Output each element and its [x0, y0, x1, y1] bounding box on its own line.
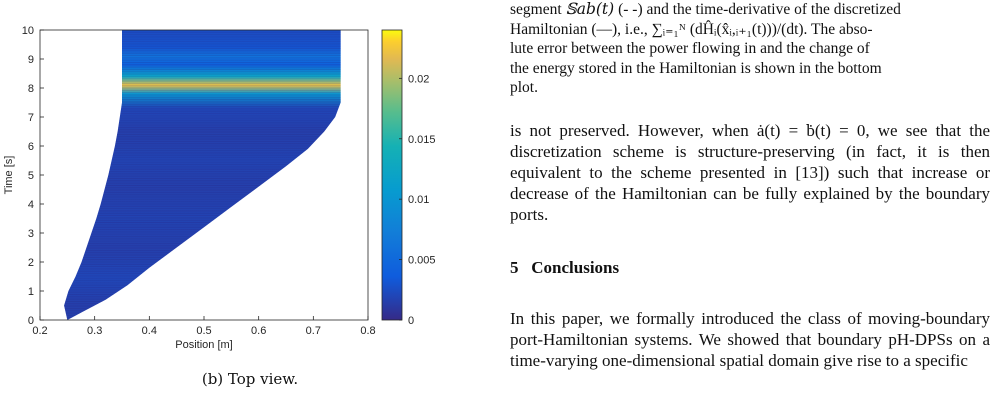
x-tick-label: 0.7 [306, 325, 321, 337]
caption-line-1b: (- -) and the time-derivative of the dis… [614, 1, 901, 18]
y-tick-label: 10 [22, 25, 34, 37]
paragraph-structure-preserving: is not preserved. However, when ȧ(t) = ḃ… [510, 120, 990, 224]
y-tick-label: 2 [28, 257, 34, 269]
colorbar-tick-label: 0.02 [408, 73, 429, 85]
caption-line-3: lute error between the power flowing in … [510, 40, 870, 57]
x-tick-label: 0.4 [142, 325, 157, 337]
caption-continued: segment 𝕊ab(t) (- -) and the time-deriva… [510, 0, 990, 98]
y-tick-label: 1 [28, 286, 34, 298]
y-axis-label: Time [s] [3, 156, 15, 195]
y-tick-label: 9 [28, 54, 34, 66]
colorbar-tick-label: 0.015 [408, 134, 436, 146]
x-tick-label: 0.2 [32, 325, 47, 337]
y-tick-label: 3 [28, 228, 34, 240]
x-tick-label: 0.3 [87, 325, 102, 337]
colorbar-tick-label: 0.005 [408, 255, 436, 267]
x-tick-label: 0.8 [360, 325, 375, 337]
caption-line-1a: segment [510, 1, 566, 18]
caption-line-2: Hamiltonian (—), i.e., ∑ᵢ₌₁ᴺ (dĤᵢ(x̂ᵢ,ᵢ₊… [510, 20, 873, 38]
y-tick-label: 8 [28, 83, 34, 95]
caption-line-5: plot. [510, 79, 538, 96]
y-tick-label: 6 [28, 141, 34, 153]
y-tick-label: 7 [28, 112, 34, 124]
caption-line-4: the energy stored in the Hamiltonian is … [510, 59, 882, 77]
figure-caption: (b) Top view. [201, 370, 299, 388]
x-tick-label: 0.5 [196, 325, 211, 337]
x-tick-label: 0.6 [251, 325, 266, 337]
section-title: Conclusions [531, 257, 620, 277]
paragraph-conclusions: In this paper, we formally introduced th… [510, 308, 990, 370]
colorbar-tick-label: 0 [408, 315, 414, 327]
section-number: 5 [510, 257, 519, 277]
heatmap-chart: 0.2 0.3 0.4 0.5 0.6 0.7 0.8 0 1 2 3 4 5 6 7 8 9 10 Positio… [3, 25, 436, 351]
section-heading: 5 Conclusions [510, 257, 990, 278]
segment-symbol: 𝕊ab(t) [565, 0, 615, 18]
figure-panel: 0.2 0.3 0.4 0.5 0.6 0.7 0.8 0 1 2 3 4 5 6 7 8 9 10 Positio… [3, 25, 436, 388]
colorbar-tick-label: 0.01 [408, 194, 429, 206]
y-tick-label: 4 [28, 199, 34, 211]
text-column: segment 𝕊ab(t) (- -) and the time-deriva… [510, 0, 990, 371]
colorbar [381, 29, 403, 321]
x-axis-label: Position [m] [175, 339, 232, 351]
y-tick-label: 0 [28, 315, 34, 327]
y-tick-label: 5 [28, 170, 34, 182]
